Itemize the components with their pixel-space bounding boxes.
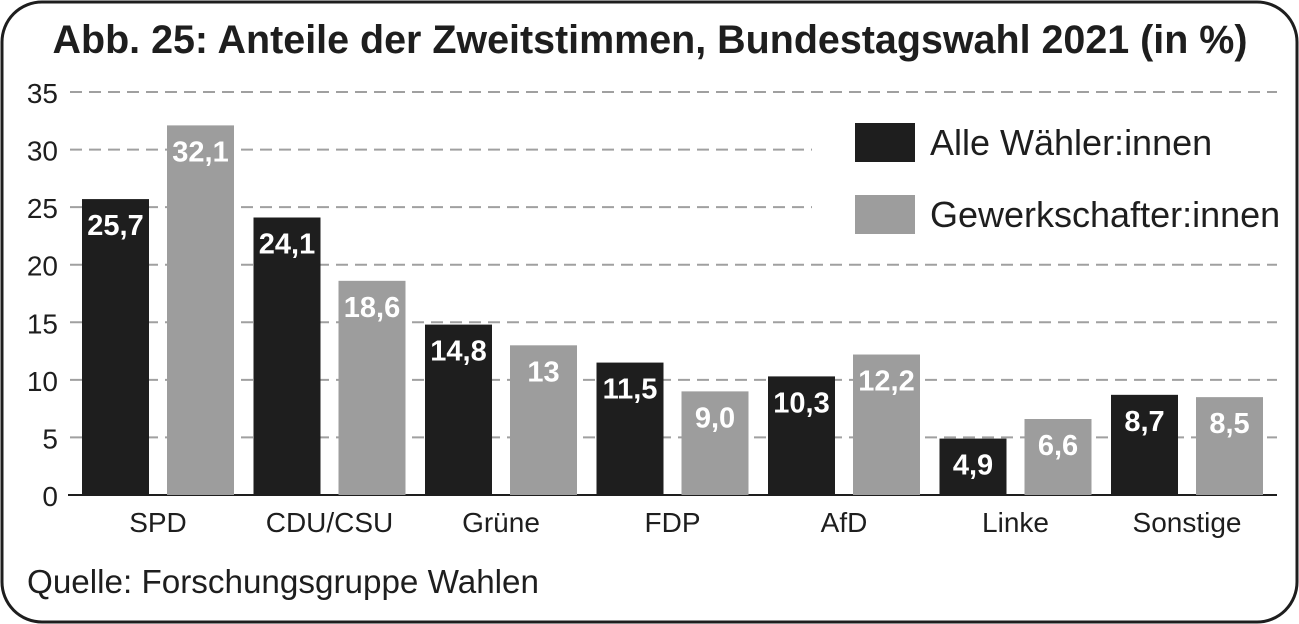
x-tick-label: Sonstige: [1133, 507, 1242, 538]
y-tick-label: 10: [27, 366, 58, 397]
y-tick-label: 35: [27, 78, 58, 109]
bar-gr-ne-gewerkschafter: [510, 345, 577, 495]
legend-swatch: [855, 195, 915, 234]
bar-spd-gewerkschafter: [167, 125, 234, 496]
data-label: 10,3: [773, 387, 829, 419]
source-note: Quelle: Forschungsgruppe Wahlen: [27, 563, 539, 600]
data-label: 8,5: [1209, 408, 1249, 440]
data-label: 18,6: [344, 292, 400, 324]
y-tick-label: 0: [42, 481, 58, 512]
bar-spd-alle: [82, 199, 149, 495]
bar-afd-alle: [768, 376, 835, 495]
bar-cdu-csu-alle: [253, 217, 321, 495]
y-tick-label: 30: [27, 136, 58, 167]
y-tick-label: 5: [42, 423, 58, 454]
x-tick-label: SPD: [129, 507, 187, 538]
bar-fdp-gewerkschafter: [681, 391, 749, 495]
data-label: 25,7: [87, 210, 143, 242]
data-label: 8,7: [1124, 406, 1164, 438]
data-label: 6,6: [1038, 430, 1078, 462]
data-label: 24,1: [259, 229, 315, 261]
data-label: 9,0: [695, 402, 735, 434]
y-tick-label: 15: [27, 308, 58, 339]
data-label: 13: [527, 356, 559, 388]
data-label: 14,8: [430, 336, 486, 368]
bar-gr-ne-alle: [425, 324, 492, 495]
data-label: 12,2: [858, 366, 914, 398]
y-tick-label: 20: [27, 251, 58, 282]
legend-swatch: [855, 123, 915, 162]
bar-cdu-csu-gewerkschafter: [338, 280, 406, 495]
legend-label: Alle Wähler:innen: [930, 122, 1212, 163]
bar-sonstige-gewerkschafter: [1196, 397, 1263, 495]
x-tick-label: AfD: [821, 507, 868, 538]
data-label: 11,5: [603, 374, 658, 406]
bar-afd-gewerkschafter: [853, 354, 920, 495]
bar-fdp-alle: [596, 362, 664, 495]
y-tick-label: 25: [27, 193, 58, 224]
x-tick-label: FDP: [645, 507, 701, 538]
data-label: 4,9: [953, 450, 993, 482]
bar-linke-alle: [939, 438, 1007, 495]
x-tick-label: CDU/CSU: [266, 507, 394, 538]
x-tick-label: Linke: [982, 507, 1049, 538]
x-tick-label: Grüne: [462, 507, 540, 538]
bar-sonstige-alle: [1111, 394, 1178, 495]
bar-linke-gewerkschafter: [1024, 419, 1092, 495]
legend-label: Gewerkschafter:innen: [930, 194, 1280, 235]
chart-title: Abb. 25: Anteile der Zweitstimmen, Bunde…: [53, 18, 1248, 62]
data-label: 32,1: [172, 136, 228, 168]
